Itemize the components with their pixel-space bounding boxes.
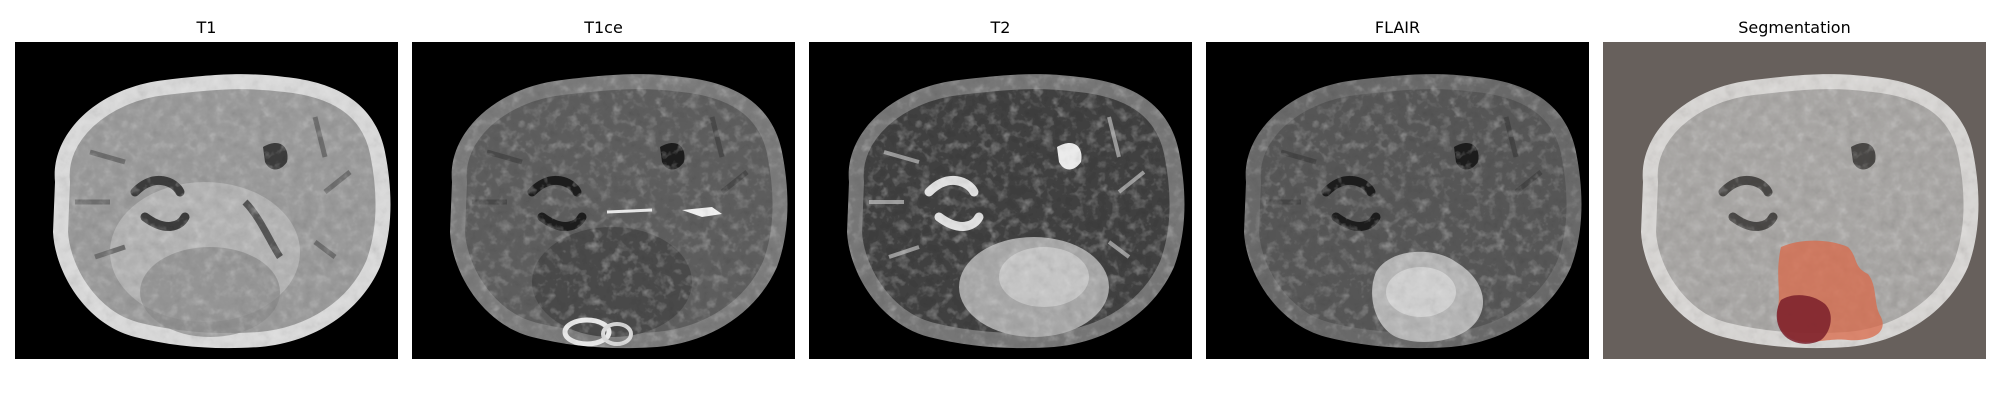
mri-image-t1ce: [412, 42, 795, 359]
panel-title: Segmentation: [1738, 18, 1851, 37]
panel-title: T1ce: [584, 18, 623, 37]
mri-image-t1: [15, 42, 398, 359]
segmentation-overlay-image: [1603, 42, 1986, 359]
mri-image-t2: [809, 42, 1192, 359]
panel-title: FLAIR: [1374, 18, 1421, 37]
tumor-core-region: [1776, 295, 1831, 344]
panel-title: T1: [196, 18, 217, 37]
panel-title: T2: [990, 18, 1011, 37]
mri-image-flair: [1206, 42, 1589, 359]
